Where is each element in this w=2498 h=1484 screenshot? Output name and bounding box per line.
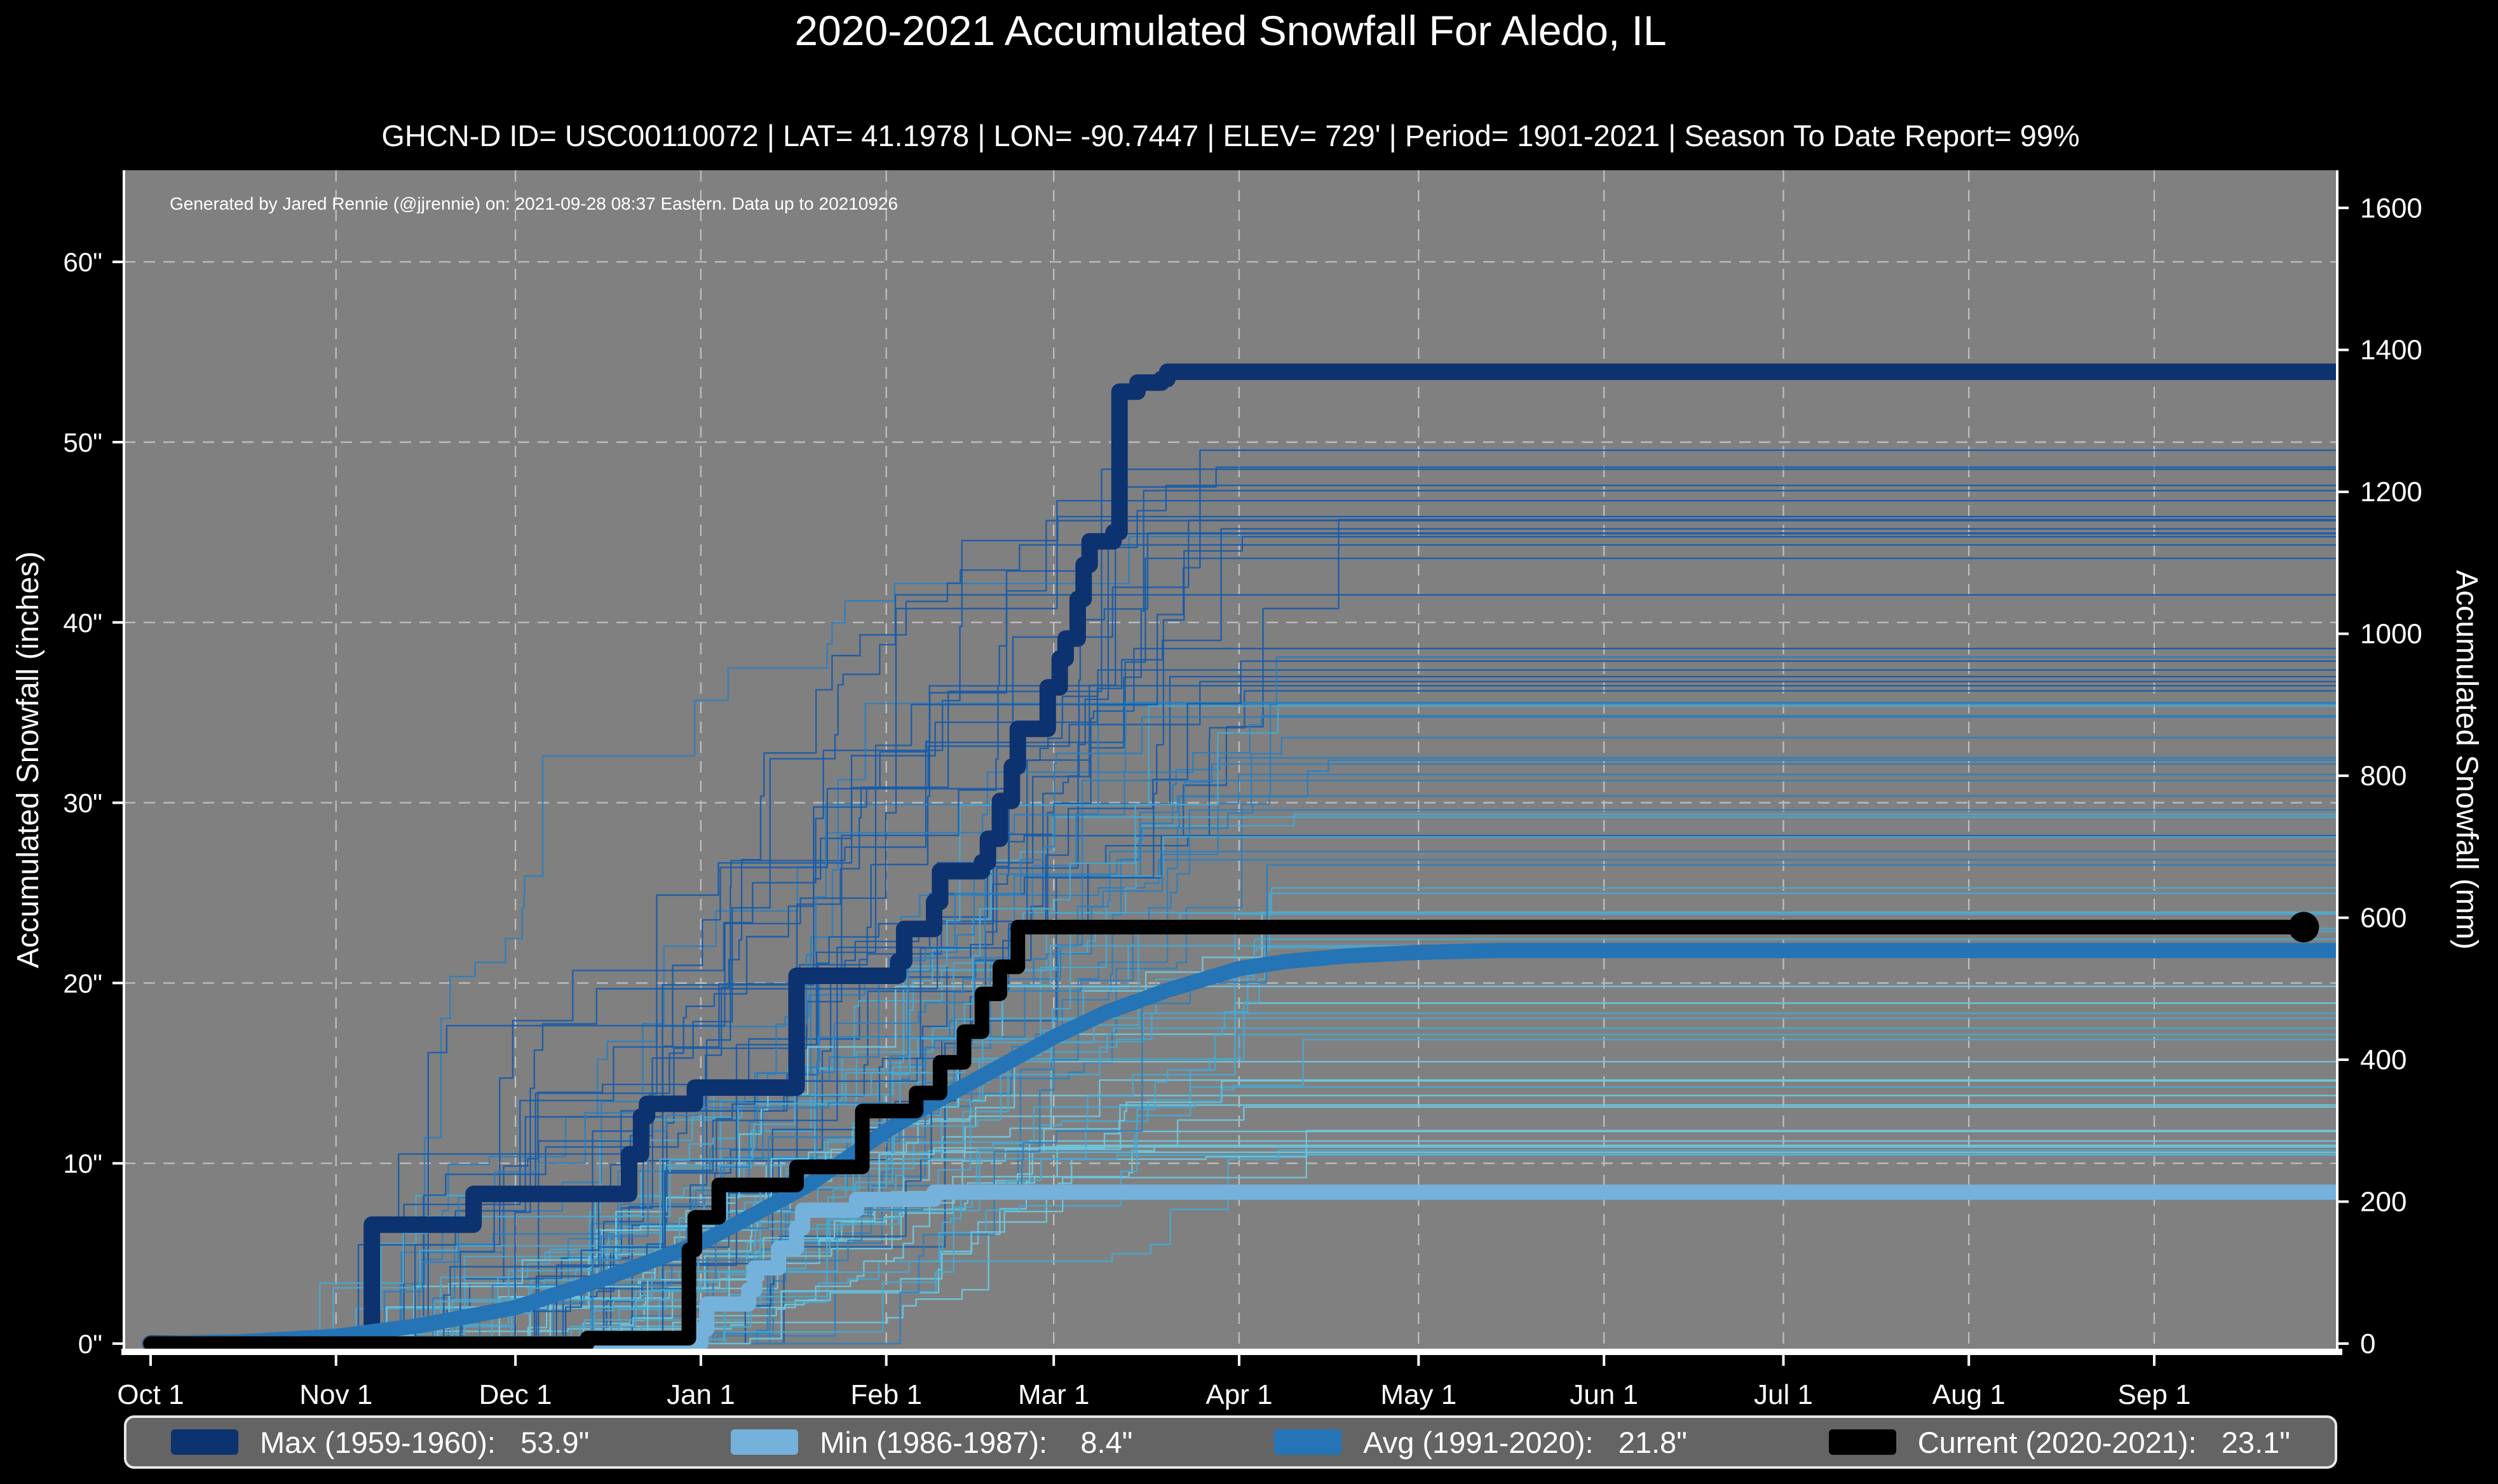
svg-text:0: 0 xyxy=(2360,1328,2375,1359)
svg-text:Oct 1: Oct 1 xyxy=(117,1379,184,1410)
svg-text:Dec 1: Dec 1 xyxy=(479,1379,552,1410)
svg-text:50": 50" xyxy=(63,428,102,457)
current-end-marker xyxy=(2288,912,2319,943)
svg-text:Jul 1: Jul 1 xyxy=(1754,1379,1813,1410)
right-axis-title: Accumulated Snowfall (mm) xyxy=(2450,570,2483,950)
tick-marks xyxy=(112,206,2349,1366)
svg-text:1000: 1000 xyxy=(2360,619,2422,650)
x-tick-labels: Oct 1 Nov 1 Dec 1 Jan 1 Feb 1 Mar 1 Apr 1 May 1… xyxy=(117,1379,2190,1410)
left-tick-labels: 0" 10" 20" 30" 40" 50" 60" xyxy=(63,247,102,1359)
svg-text:60": 60" xyxy=(63,247,102,277)
legend-label-max: Max (1959-1960): 53.9" xyxy=(260,1425,590,1459)
series-avg xyxy=(143,943,2337,1349)
generated-by-annotation: Generated by Jared Rennie (@jjrennie) on… xyxy=(170,194,898,213)
legend-entry-avg: Avg (1991-2020): 21.8" xyxy=(1274,1425,1687,1460)
svg-text:600: 600 xyxy=(2360,903,2406,934)
series-min xyxy=(143,1184,2337,1349)
legend-entry-current: Current (2020-2021): 23.1" xyxy=(1828,1425,2290,1460)
series-max xyxy=(142,363,2337,1349)
svg-text:30": 30" xyxy=(63,788,102,818)
current-swatch xyxy=(1828,1429,1896,1455)
avg-swatch xyxy=(1274,1429,1342,1455)
svg-text:Feb 1: Feb 1 xyxy=(850,1379,922,1410)
legend-label-avg: Avg (1991-2020): 21.8" xyxy=(1363,1425,1687,1459)
svg-text:May 1: May 1 xyxy=(1380,1379,1456,1410)
svg-text:400: 400 xyxy=(2360,1044,2406,1076)
svg-text:800: 800 xyxy=(2360,760,2406,792)
left-axis-title: Accumulated Snowfall (inches) xyxy=(11,551,45,968)
max-swatch xyxy=(171,1429,238,1455)
svg-text:0": 0" xyxy=(78,1329,102,1359)
svg-text:1200: 1200 xyxy=(2360,476,2422,508)
svg-text:Jun 1: Jun 1 xyxy=(1570,1379,1638,1410)
svg-text:1600: 1600 xyxy=(2360,192,2422,224)
svg-text:Nov 1: Nov 1 xyxy=(299,1379,372,1410)
series-current xyxy=(143,919,2311,1349)
page-title: 2020-2021 Accumulated Snowfall For Aledo… xyxy=(794,7,1667,54)
legend-label-current: Current (2020-2021): 23.1" xyxy=(1917,1425,2290,1459)
legend-entry-min: Min (1986-1987): 8.4" xyxy=(731,1425,1132,1460)
legend-label-min: Min (1986-1987): 8.4" xyxy=(820,1425,1133,1459)
page-subtitle: GHCN-D ID= USC00110072 | LAT= 41.1978 | … xyxy=(381,119,2080,152)
axis-spines xyxy=(121,170,2342,1355)
min-swatch xyxy=(731,1429,799,1455)
svg-text:Mar 1: Mar 1 xyxy=(1018,1379,1089,1410)
svg-text:20": 20" xyxy=(63,968,102,998)
svg-text:40": 40" xyxy=(63,608,102,638)
svg-text:1400: 1400 xyxy=(2360,335,2422,366)
svg-text:Aug 1: Aug 1 xyxy=(1932,1379,2006,1410)
svg-text:Apr 1: Apr 1 xyxy=(1205,1379,1272,1410)
svg-text:10": 10" xyxy=(63,1149,102,1178)
legend-entry-max: Max (1959-1960): 53.9" xyxy=(171,1425,589,1460)
svg-text:200: 200 xyxy=(2360,1187,2406,1218)
right-tick-labels: 0 200 400 600 800 1000 1200 1400 1600 xyxy=(2360,192,2422,1359)
svg-text:Sep 1: Sep 1 xyxy=(2118,1379,2191,1410)
svg-text:Jan 1: Jan 1 xyxy=(667,1379,735,1410)
legend: Max (1959-1960): 53.9" Min (1986-1987): … xyxy=(124,1415,2337,1469)
